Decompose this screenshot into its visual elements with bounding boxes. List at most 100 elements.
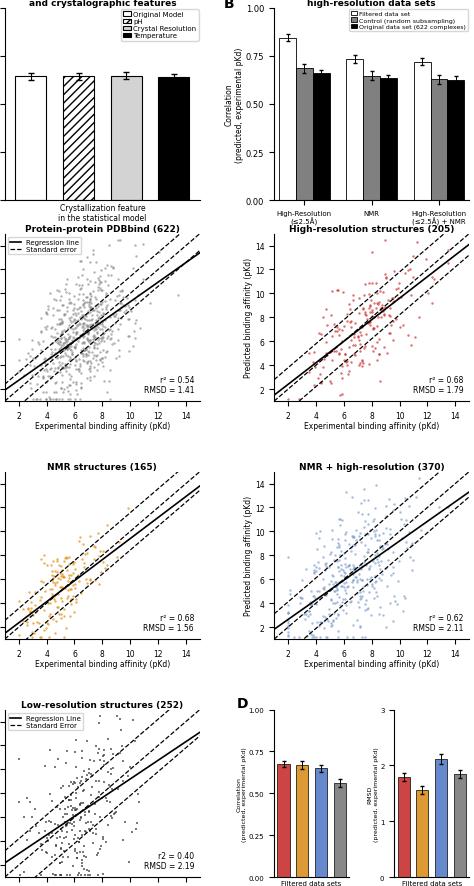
Point [97,298,105,312]
Point [108,742,115,757]
Point [129,261,137,276]
Point [73,804,80,818]
Point [392,313,400,327]
Point [85,804,93,819]
Point [335,347,343,361]
Point [60,307,67,322]
Point [435,500,443,514]
Point [336,513,343,527]
Point [59,569,67,583]
Point [74,319,82,333]
Point [83,576,91,590]
Point [51,346,59,361]
Point [23,615,31,629]
Point [356,291,363,306]
Point [74,867,82,882]
Point [90,540,98,554]
Point [55,345,63,359]
Point [82,772,90,786]
Point [45,630,52,644]
Point [394,575,402,589]
Point [327,545,335,559]
Point [74,314,82,328]
Point [60,338,67,353]
Point [42,362,49,377]
Point [40,369,47,384]
Point [40,363,48,377]
Point [114,333,122,347]
Point [390,561,397,575]
Point [52,323,59,338]
Point [88,769,95,783]
Point [316,327,323,341]
Point [72,804,79,818]
Point [106,392,113,407]
Point [29,630,36,644]
Point [80,301,87,315]
Point [338,323,346,338]
Point [361,339,368,354]
Point [365,315,373,330]
Point [366,524,374,538]
Point [414,236,421,250]
Point [340,354,347,368]
Point [82,342,90,356]
Point [369,345,376,359]
Point [67,593,75,607]
Point [407,550,414,564]
Point [31,802,38,816]
Point [71,577,78,591]
Point [371,525,378,539]
Point [58,835,65,850]
Point [68,333,75,347]
Point [86,867,93,882]
Point [361,602,368,617]
Point [332,548,339,562]
Point [65,339,73,354]
Point [31,352,38,366]
Point [389,334,396,348]
Point [349,618,357,633]
Point [91,299,98,314]
Point [364,528,372,542]
Point [33,392,41,407]
Point [92,349,100,363]
Point [58,559,65,573]
Point [99,750,107,764]
Point [91,330,99,345]
Point [371,575,379,589]
Point [349,573,357,587]
Point [320,539,328,553]
Point [85,804,92,819]
Point [323,349,331,363]
Point [98,352,106,366]
Point [47,348,55,362]
Point [380,525,387,540]
Point [60,330,68,345]
Point [372,574,380,588]
Point [92,828,100,842]
Point [63,825,71,839]
Point [55,752,62,766]
Point [48,569,55,583]
Point [73,592,80,606]
Point [386,327,394,341]
Point [57,608,64,622]
Point [49,392,57,407]
Point [57,867,64,882]
Point [79,319,86,333]
Point [96,331,103,346]
Point [88,346,95,360]
Legend: Regression Line, Standard Error: Regression Line, Standard Error [8,713,83,730]
Bar [63,77,94,201]
Point [77,796,85,810]
Point [72,376,80,390]
Point [365,358,373,372]
Point [62,307,69,322]
Point [50,385,57,400]
Point [310,558,318,572]
Point [91,323,98,338]
Point [86,292,94,307]
Point [344,579,351,593]
Point [107,331,115,346]
